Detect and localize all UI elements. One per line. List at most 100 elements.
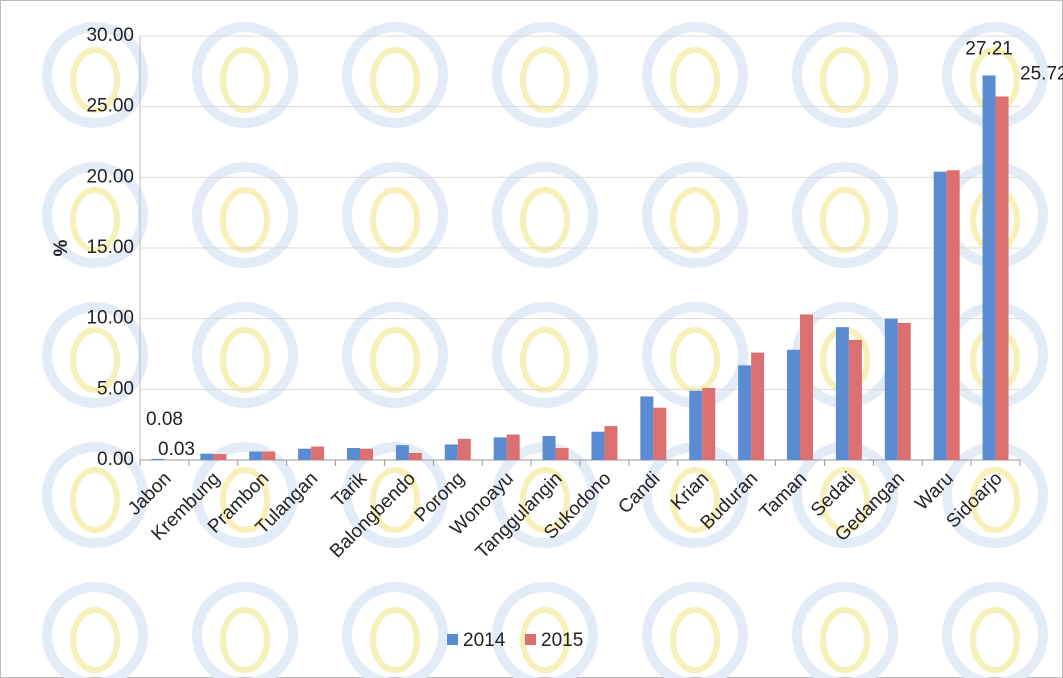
watermark-petal	[220, 47, 270, 113]
watermark-ring	[642, 582, 748, 678]
watermark-petal	[370, 47, 420, 113]
watermark-petal	[220, 607, 270, 673]
bar	[444, 444, 458, 460]
watermark-ring	[492, 22, 598, 128]
watermark-ring	[192, 442, 298, 548]
watermark-petal	[820, 467, 870, 533]
bar	[995, 96, 1009, 461]
bar	[311, 446, 325, 460]
watermark-petal	[820, 47, 870, 113]
bar	[457, 438, 471, 460]
watermark-ring	[492, 162, 598, 268]
watermark-petal	[70, 187, 120, 253]
bar	[213, 454, 227, 460]
watermark-ring	[642, 22, 748, 128]
watermark-petal	[370, 467, 420, 533]
watermark-ring	[42, 22, 148, 128]
bar	[933, 171, 947, 460]
bar	[884, 318, 898, 460]
bar	[506, 434, 520, 460]
watermark-ring	[792, 162, 898, 268]
bar	[640, 396, 654, 460]
bar	[897, 322, 911, 460]
watermark-ring	[342, 302, 448, 408]
watermark-petal	[970, 607, 1020, 673]
bar	[787, 349, 800, 460]
legend-label: 2014	[463, 630, 506, 651]
bar	[604, 426, 618, 460]
watermark-petal	[670, 467, 720, 533]
watermark-petal	[220, 467, 270, 533]
bar	[262, 451, 276, 460]
bar	[982, 75, 996, 460]
y-tick-label: 10.00	[86, 308, 134, 329]
bar	[408, 452, 422, 460]
y-tick-label: 0.00	[97, 449, 134, 470]
bar	[591, 431, 605, 460]
data-label: 27.21	[965, 38, 1013, 59]
y-tick-label: 30.00	[86, 25, 134, 46]
watermark-petal	[520, 187, 570, 253]
watermark-ring	[42, 582, 148, 678]
watermark-petal	[670, 327, 720, 393]
watermark-ring	[492, 582, 598, 678]
bar	[151, 458, 165, 460]
bar	[200, 453, 214, 460]
bar	[653, 407, 667, 460]
bar	[249, 451, 263, 460]
watermark-ring	[42, 442, 148, 548]
bar	[848, 339, 862, 460]
watermark-petal	[820, 187, 870, 253]
data-label: 0.03	[158, 439, 195, 460]
legend-swatch	[525, 634, 536, 645]
watermark-petal	[970, 467, 1020, 533]
watermark-ring	[792, 582, 898, 678]
watermark-petal	[70, 327, 120, 393]
watermark-ring	[42, 162, 148, 268]
watermark-petal	[520, 327, 570, 393]
watermark-petal	[670, 47, 720, 113]
bar	[360, 448, 373, 460]
watermark-petal	[220, 327, 270, 393]
watermark-ring	[792, 22, 898, 128]
legend-swatch	[447, 634, 458, 645]
bar	[298, 448, 312, 460]
watermark-ring	[342, 582, 448, 678]
bar	[347, 447, 360, 460]
watermark-ring	[942, 582, 1048, 678]
bar	[395, 445, 409, 460]
watermark-ring	[342, 22, 448, 128]
y-tick-label: 15.00	[86, 237, 134, 258]
data-label: 0.08	[146, 409, 183, 430]
watermark-ring	[192, 22, 298, 128]
watermark-ring	[342, 442, 448, 548]
watermark-petal	[70, 47, 120, 113]
watermark-ring	[42, 302, 148, 408]
watermark-petal	[370, 607, 420, 673]
watermark-petal	[670, 607, 720, 673]
bar	[946, 170, 960, 460]
watermark-petal	[370, 187, 420, 253]
watermark-ring	[192, 302, 298, 408]
bar	[800, 314, 813, 460]
bar	[835, 327, 849, 460]
bar	[738, 365, 752, 460]
watermark-ring	[642, 162, 748, 268]
watermark-petal	[520, 47, 570, 113]
bar	[689, 390, 703, 460]
watermark-ring	[192, 162, 298, 268]
watermark-ring	[192, 582, 298, 678]
watermark-petal	[670, 187, 720, 253]
bar	[493, 437, 507, 460]
watermark-petal	[70, 467, 120, 533]
y-tick-label: 25.00	[86, 96, 134, 117]
bar	[542, 435, 556, 460]
watermark-petal	[820, 607, 870, 673]
watermark-ring	[342, 162, 448, 268]
watermark-petal	[370, 327, 420, 393]
y-tick-label: 20.00	[86, 166, 134, 187]
legend-label: 2015	[541, 630, 583, 651]
watermark-petal	[520, 467, 570, 533]
watermark-petal	[520, 607, 570, 673]
